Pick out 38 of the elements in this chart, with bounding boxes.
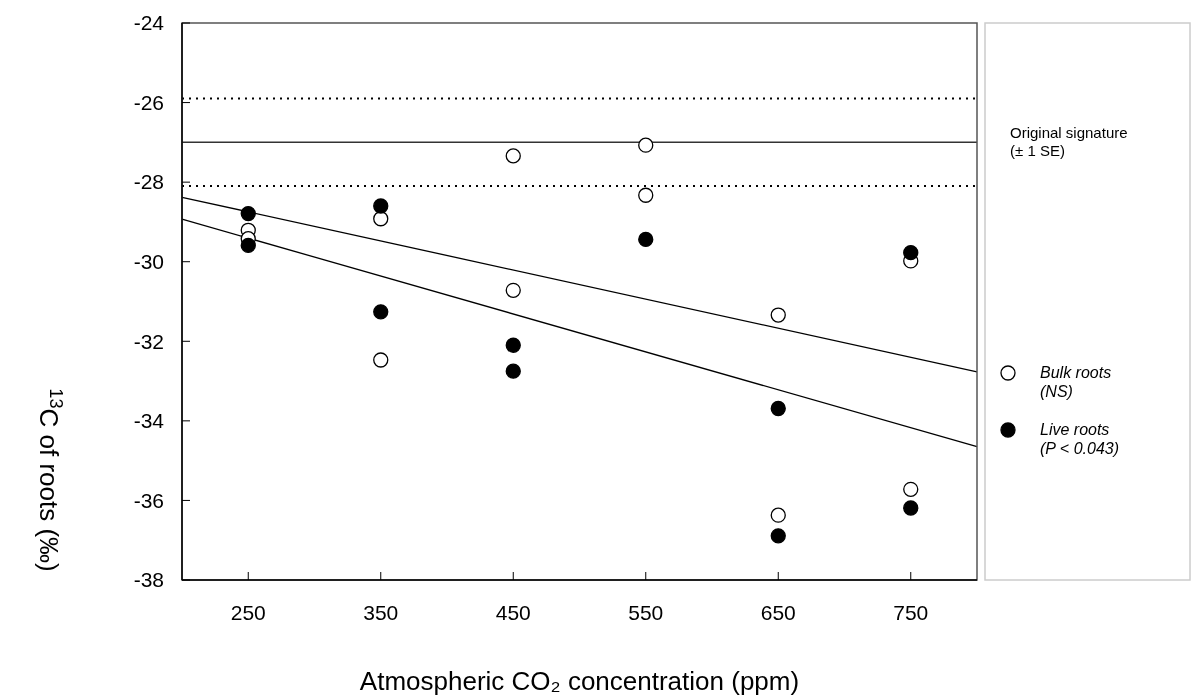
point	[903, 244, 919, 261]
point	[505, 363, 521, 379]
point	[770, 307, 786, 323]
point	[903, 500, 919, 516]
y-tick-label: -32	[133, 329, 164, 353]
x-tick-label: 450	[495, 601, 531, 624]
ref-line-label: Original signature (± 1 SE)	[1010, 124, 1128, 159]
y-tick-label: -30	[133, 250, 164, 274]
legend-label: Bulk roots (NS)	[1040, 364, 1112, 401]
y-tick-label: -34	[133, 409, 165, 433]
point	[373, 211, 389, 227]
y-tick-label: -38	[133, 568, 164, 592]
point	[770, 507, 786, 523]
point	[505, 337, 521, 353]
x-axis-title: Atmospheric CO₂ concentration (ppm)	[359, 666, 800, 696]
legend-label: Live roots (P < 0.043)	[1040, 421, 1120, 458]
point	[770, 400, 786, 417]
x-tick-label: 650	[760, 601, 796, 624]
point	[638, 187, 654, 203]
point	[903, 481, 919, 497]
x-tick-label: 750	[893, 601, 929, 624]
point	[505, 148, 521, 164]
point	[373, 304, 389, 320]
x-tick-label: 550	[628, 601, 664, 624]
y-tick-label: -24	[133, 11, 165, 35]
point	[240, 205, 256, 222]
x-tick-label: 250	[230, 601, 266, 624]
point	[505, 282, 521, 299]
y-tick-label: -26	[133, 90, 164, 114]
x-tick-label: 350	[363, 601, 399, 624]
y-tick-label: -28	[133, 170, 164, 194]
point	[240, 237, 256, 254]
point	[638, 231, 654, 248]
point	[373, 352, 389, 368]
y-tick-label: -36	[133, 488, 164, 512]
point	[373, 198, 389, 214]
point	[770, 528, 786, 544]
point	[638, 137, 654, 153]
